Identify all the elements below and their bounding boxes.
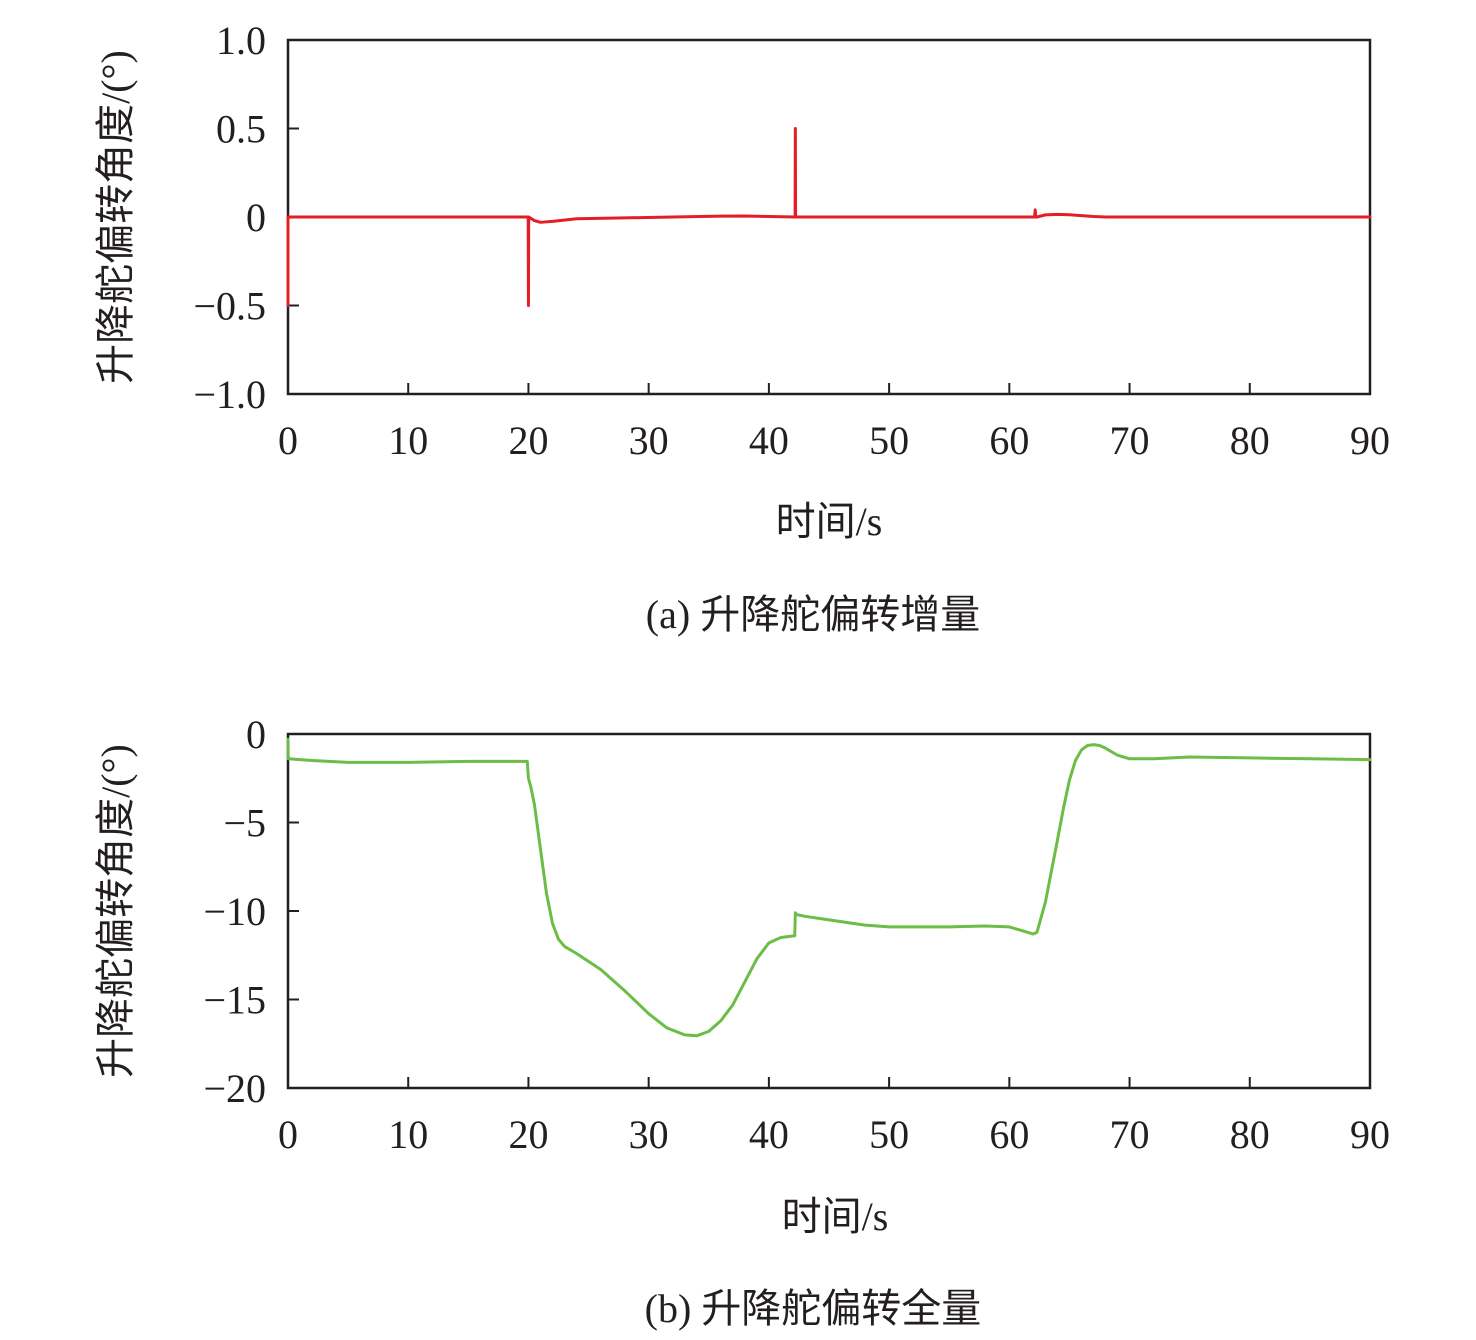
panel-b: 0 10 20 30 40 50 60 70 80 90 0 −5 −10 −15 −20 时间/s 升降… xyxy=(93,712,1390,1331)
x-tick-label: 30 xyxy=(629,418,669,463)
y-axis-title: 升降舵偏转角度/(°) xyxy=(93,744,138,1078)
plot-frame xyxy=(286,732,1372,1090)
x-axis-ticks: 0 10 20 30 40 50 60 70 80 90 xyxy=(278,383,1390,463)
x-tick-label: 70 xyxy=(1110,418,1150,463)
y-tick-label: 0.5 xyxy=(216,107,266,152)
y-tick-label: 0 xyxy=(246,712,266,757)
x-tick-label: 90 xyxy=(1350,1112,1390,1157)
x-tick-label: 10 xyxy=(388,418,428,463)
x-tick-label: 60 xyxy=(989,1112,1029,1157)
y-tick-label: −1.0 xyxy=(193,372,266,417)
series-line xyxy=(286,737,1372,1038)
y-axis-ticks: 0 −5 −10 −15 −20 xyxy=(203,712,299,1111)
y-tick-label: −0.5 xyxy=(193,284,266,329)
y-tick-label: −20 xyxy=(203,1066,266,1111)
x-tick-label: 20 xyxy=(508,418,548,463)
x-axis-ticks: 0 10 20 30 40 50 60 70 80 90 xyxy=(278,1077,1390,1157)
panel-caption: (a) 升降舵偏转增量 xyxy=(646,592,980,637)
series-line xyxy=(286,127,1372,307)
series-group xyxy=(286,737,1372,1038)
x-tick-label: 70 xyxy=(1110,1112,1150,1157)
x-axis-title: 时间/s xyxy=(782,1194,889,1239)
x-tick-label: 50 xyxy=(869,418,909,463)
x-tick-label: 80 xyxy=(1230,418,1270,463)
x-tick-label: 10 xyxy=(388,1112,428,1157)
x-tick-label: 90 xyxy=(1350,418,1390,463)
y-tick-label: 1.0 xyxy=(216,18,266,63)
y-tick-label: 0 xyxy=(246,195,266,240)
x-tick-label: 50 xyxy=(869,1112,909,1157)
series-group xyxy=(286,127,1372,307)
y-axis-ticks: 1.0 0.5 0 −0.5 −1.0 xyxy=(193,18,299,417)
x-tick-label: 0 xyxy=(278,418,298,463)
x-axis-title: 时间/s xyxy=(776,499,883,544)
panel-caption: (b) 升降舵偏转全量 xyxy=(645,1286,982,1331)
y-tick-label: −15 xyxy=(203,978,266,1023)
x-tick-label: 0 xyxy=(278,1112,298,1157)
y-tick-label: −10 xyxy=(203,889,266,934)
y-tick-label: −5 xyxy=(223,801,266,846)
x-tick-label: 80 xyxy=(1230,1112,1270,1157)
x-tick-label: 60 xyxy=(989,418,1029,463)
panel-a: 0 10 20 30 40 50 60 70 80 90 1.0 0.5 0 −0.5 −1.0 时间/s… xyxy=(93,18,1390,637)
x-tick-label: 40 xyxy=(749,418,789,463)
x-tick-label: 20 xyxy=(508,1112,548,1157)
x-tick-label: 40 xyxy=(749,1112,789,1157)
y-axis-title: 升降舵偏转角度/(°) xyxy=(93,50,138,384)
x-tick-label: 30 xyxy=(629,1112,669,1157)
